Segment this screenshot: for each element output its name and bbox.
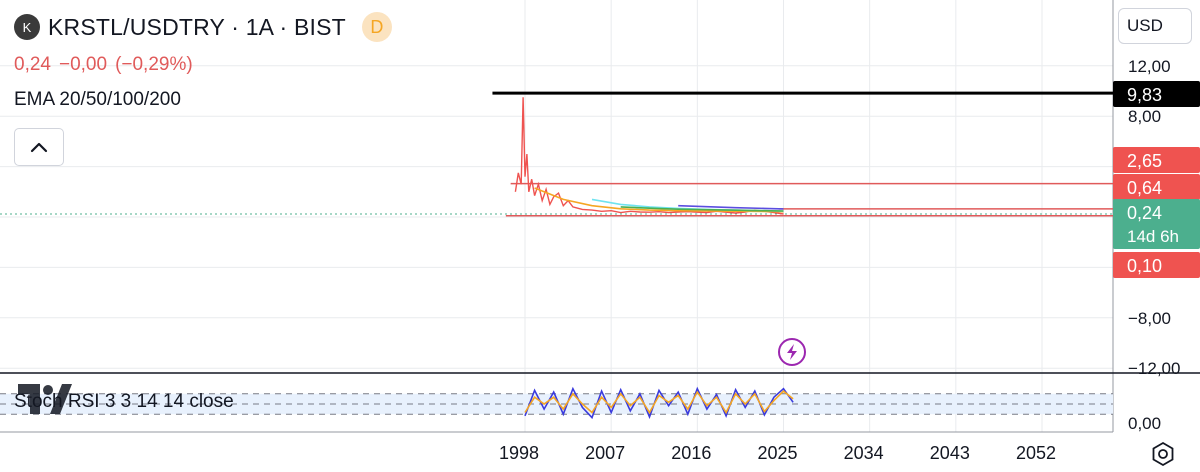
- price-change: −0,00: [58, 54, 108, 75]
- lightning-icon: [778, 338, 806, 366]
- price-label-bg: [1113, 252, 1200, 278]
- price-axis-tick: 8,00: [1128, 107, 1161, 126]
- price-label: 2,65: [1127, 151, 1162, 171]
- ema-indicator-label[interactable]: EMA 20/50/100/200: [14, 89, 181, 110]
- collapse-legend-button[interactable]: [14, 128, 64, 166]
- last-price: 0,24: [14, 54, 51, 75]
- quote-line: 0,24 −0,00 (−0,29%): [14, 54, 201, 76]
- price-axis-tick: 12,00: [1128, 57, 1171, 76]
- settings-gear-icon[interactable]: [1150, 441, 1176, 467]
- time-axis: 1998 2007 2016 2025 2034 2043 2052: [499, 443, 1056, 463]
- ema-line-3: [678, 204, 784, 210]
- time-axis-tick: 1998: [499, 443, 539, 463]
- symbol-logo: K: [14, 14, 40, 40]
- gear-icon: [1152, 441, 1174, 467]
- currency-button[interactable]: USD: [1118, 8, 1192, 44]
- price-label-bg: [1113, 81, 1200, 107]
- countdown-label: 14d 6h: [1127, 227, 1179, 246]
- stoch-series-k: [524, 386, 794, 420]
- stoch-rsi-pane: [0, 386, 1113, 420]
- price-label: 0,64: [1127, 178, 1162, 198]
- price-axis-tick: −12,00: [1128, 359, 1180, 378]
- price-label-bg: [1113, 199, 1200, 249]
- time-axis-tick: 2025: [757, 443, 797, 463]
- stoch-rsi-label[interactable]: Stoch RSI 3 3 14 14 close: [14, 391, 234, 412]
- price-label-bg: [1113, 174, 1200, 200]
- symbol-title[interactable]: KRSTL/USDTRY · 1A · BIST: [48, 13, 346, 40]
- price-change-percent: (−0,29%): [115, 54, 193, 75]
- price-label-bg: [1113, 147, 1200, 173]
- tradingview-logo-icon: [18, 384, 72, 414]
- time-axis-tick: 2052: [1016, 443, 1056, 463]
- price-axis: 12,00 8,00 −8,00 −12,00 0,00 9,83 2,65 0,64 0,24…: [1113, 57, 1200, 433]
- time-axis-tick: 2043: [930, 443, 970, 463]
- symbol-header: K KRSTL/USDTRY · 1A · BIST D: [14, 12, 392, 42]
- delayed-badge[interactable]: D: [361, 12, 392, 42]
- time-axis-tick: 2034: [844, 443, 884, 463]
- price-axis-tick: −8,00: [1128, 309, 1171, 328]
- time-axis-tick: 2016: [671, 443, 711, 463]
- ema-line-1: [534, 187, 784, 213]
- horizontal-lines: [492, 91, 1113, 217]
- ema-line-4: [620, 206, 784, 212]
- time-axis-tick: 2007: [585, 443, 625, 463]
- stoch-series-d: [524, 390, 794, 415]
- price-label: 0,10: [1127, 256, 1162, 276]
- stoch-axis-tick: 0,00: [1128, 414, 1161, 433]
- chevron-up-icon: [30, 142, 48, 153]
- price-label: 0,24: [1127, 203, 1162, 223]
- chart-grid: [0, 0, 1200, 433]
- stoch-band: [0, 393, 1113, 415]
- price-label: 9,83: [1127, 85, 1162, 105]
- price-series: [18, 97, 806, 414]
